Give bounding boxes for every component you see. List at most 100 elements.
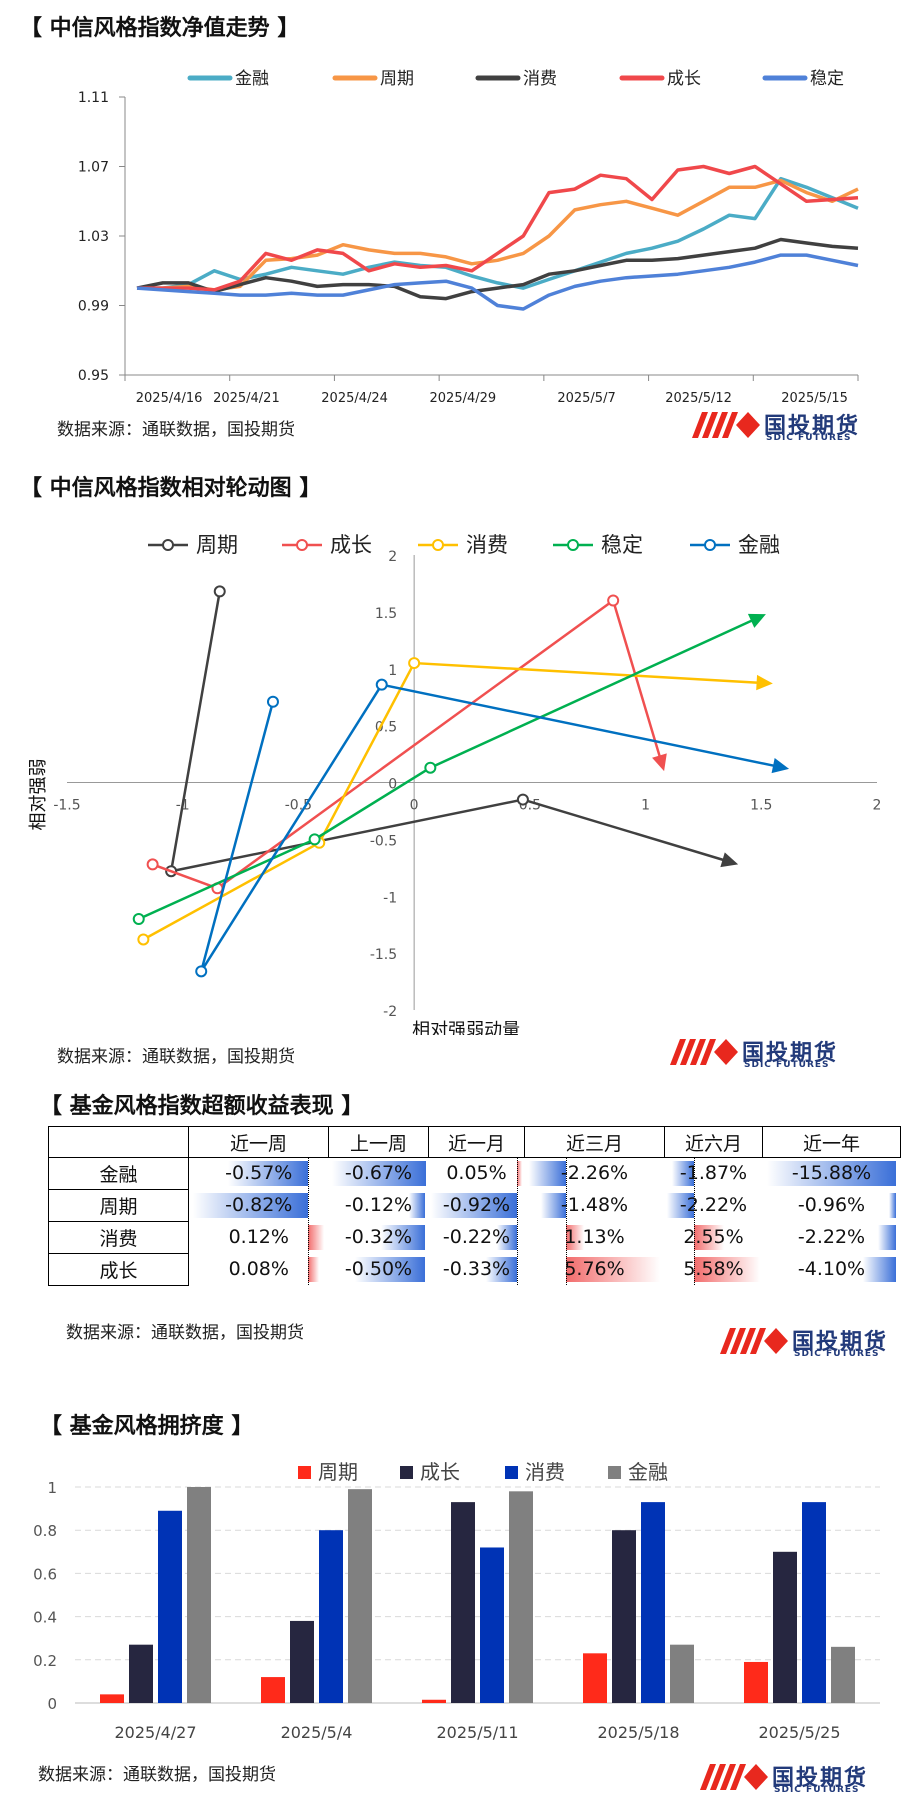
series-point-稳定 — [132, 913, 145, 925]
cell-value: -1.87% — [679, 1162, 748, 1185]
cell-value: -0.57% — [225, 1162, 293, 1185]
table-header-cell: 近三月 — [524, 1126, 665, 1158]
x-tick-label: 2025/5/12 — [665, 391, 732, 406]
legend-label: 稳定 — [810, 69, 844, 89]
legend-swatch — [608, 1466, 621, 1479]
legend-label: 消费 — [525, 1460, 565, 1484]
series-point-周期 — [213, 585, 226, 598]
table-cell: -0.92% — [429, 1190, 525, 1222]
data-bar — [496, 1225, 517, 1250]
data-source-3: 数据来源：通联数据，国投期货 — [66, 1323, 304, 1343]
x-tick-label: 1 — [641, 798, 650, 814]
cell-value: 5.58% — [683, 1258, 744, 1280]
data-bar-cell: -0.67% — [329, 1158, 429, 1189]
bar-周期 — [583, 1653, 607, 1703]
legend-label: 周期 — [196, 533, 238, 557]
data-bar-axis — [565, 1222, 567, 1253]
x-tick-label: 2025/5/18 — [597, 1723, 679, 1742]
table-cell: -0.22% — [429, 1222, 525, 1254]
bar-金融 — [187, 1487, 211, 1703]
data-bar-axis — [307, 1158, 309, 1190]
cell-value: -0.22% — [442, 1226, 511, 1248]
data-bar-cell: 5.58% — [665, 1254, 763, 1285]
data-bar — [667, 1193, 694, 1218]
x-axis-title: 相对强弱动量 — [412, 1020, 520, 1035]
data-bar-cell: -0.82% — [189, 1190, 329, 1221]
data-bar-axis — [307, 1190, 309, 1221]
series-point-稳定 — [424, 761, 437, 774]
legend-label: 周期 — [380, 69, 414, 89]
row-header: 周期 — [48, 1189, 189, 1222]
legend-marker — [704, 539, 716, 551]
bar-金融 — [831, 1646, 855, 1703]
data-bar-cell: 5.76% — [525, 1254, 665, 1285]
cell-value: -4.10% — [797, 1258, 866, 1280]
data-source-2: 数据来源：通联数据，国投期货 — [57, 1047, 295, 1067]
logo-text: 国投期货 — [772, 1766, 869, 1791]
table-cell: 5.58% — [665, 1254, 763, 1286]
table-cell: -2.26% — [525, 1158, 665, 1190]
data-bar — [528, 1161, 566, 1187]
bar-成长 — [290, 1620, 314, 1703]
cell-value: -0.67% — [344, 1162, 413, 1185]
data-bar-cell: -2.22% — [665, 1190, 763, 1221]
data-bar — [671, 1161, 694, 1187]
series-arrow-稳定 — [747, 613, 766, 628]
series-path-周期 — [169, 591, 725, 873]
x-tick-label: 2025/4/21 — [213, 391, 280, 406]
y-tick-label: 1.03 — [78, 229, 109, 245]
bar-成长 — [773, 1551, 797, 1703]
cell-value: -2.22% — [679, 1194, 748, 1216]
cell-value: -0.33% — [442, 1258, 511, 1280]
table-row: 成长 0.08% -0.50% -0.33% 5.76% 5.58% -4.10% — [48, 1253, 901, 1286]
x-tick-label: 1.5 — [750, 798, 772, 814]
data-bar — [193, 1193, 308, 1218]
data-bar — [331, 1161, 426, 1187]
y-tick-label: 1.07 — [78, 160, 109, 176]
table-header-cell: 上一周 — [328, 1126, 429, 1158]
bar-金融 — [509, 1491, 533, 1703]
y-tick-label: 0.2 — [33, 1652, 57, 1670]
y-tick-label: 0 — [47, 1695, 57, 1713]
y-tick-label: 0.4 — [33, 1609, 57, 1627]
cell-value: -0.82% — [225, 1194, 293, 1216]
table-cell: -0.96% — [763, 1190, 901, 1222]
data-source-4: 数据来源：通联数据，国投期货 — [38, 1765, 276, 1785]
logo-subtext: SDIC FUTURES — [774, 1785, 860, 1795]
series-point-消费 — [408, 657, 421, 670]
data-bar — [486, 1257, 517, 1282]
legend-swatch — [298, 1466, 311, 1479]
y-axis-title: 相对强弱 — [28, 759, 49, 831]
table-cell: -4.10% — [763, 1254, 901, 1286]
table-cell: -2.22% — [763, 1222, 901, 1254]
data-bar-cell: -0.32% — [329, 1222, 429, 1253]
data-bar-axis — [516, 1158, 518, 1190]
series-arrow-消费 — [756, 674, 773, 691]
series-point-消费 — [137, 933, 150, 946]
y-tick-label: 1.11 — [78, 90, 109, 106]
data-bar-cell: -15.88% — [763, 1158, 901, 1189]
cell-value: -0.96% — [797, 1194, 866, 1216]
legend-label: 成长 — [330, 533, 372, 557]
data-bar — [408, 1193, 426, 1218]
data-bar — [228, 1161, 308, 1187]
data-bar-cell: -4.10% — [763, 1254, 901, 1285]
series-point-成长 — [607, 594, 620, 607]
legend-label: 金融 — [628, 1460, 668, 1484]
y-tick-label: 0.95 — [78, 368, 109, 384]
data-bar-cell: -0.96% — [763, 1190, 901, 1221]
data-bar — [878, 1225, 897, 1250]
crowding-chart: 0 0.2 0.4 0.6 0.8 1 周期 成长 消费 金融 2025/4/27 2025/5/4 2… — [33, 1460, 880, 1742]
data-bar-cell: 0.05% — [429, 1158, 525, 1190]
series-point-周期 — [516, 793, 529, 806]
y-tick-label: 1 — [47, 1479, 57, 1497]
data-bar-axis — [516, 1190, 518, 1221]
x-tick-label: 2025/4/16 — [136, 391, 203, 406]
series-line-金融 — [137, 176, 859, 290]
cell-value: -15.88% — [791, 1162, 872, 1185]
series-arrow-周期 — [720, 852, 739, 868]
bar-成长 — [129, 1644, 153, 1703]
data-bar — [888, 1193, 897, 1218]
bar-消费 — [319, 1530, 343, 1703]
bar-消费 — [158, 1510, 182, 1703]
